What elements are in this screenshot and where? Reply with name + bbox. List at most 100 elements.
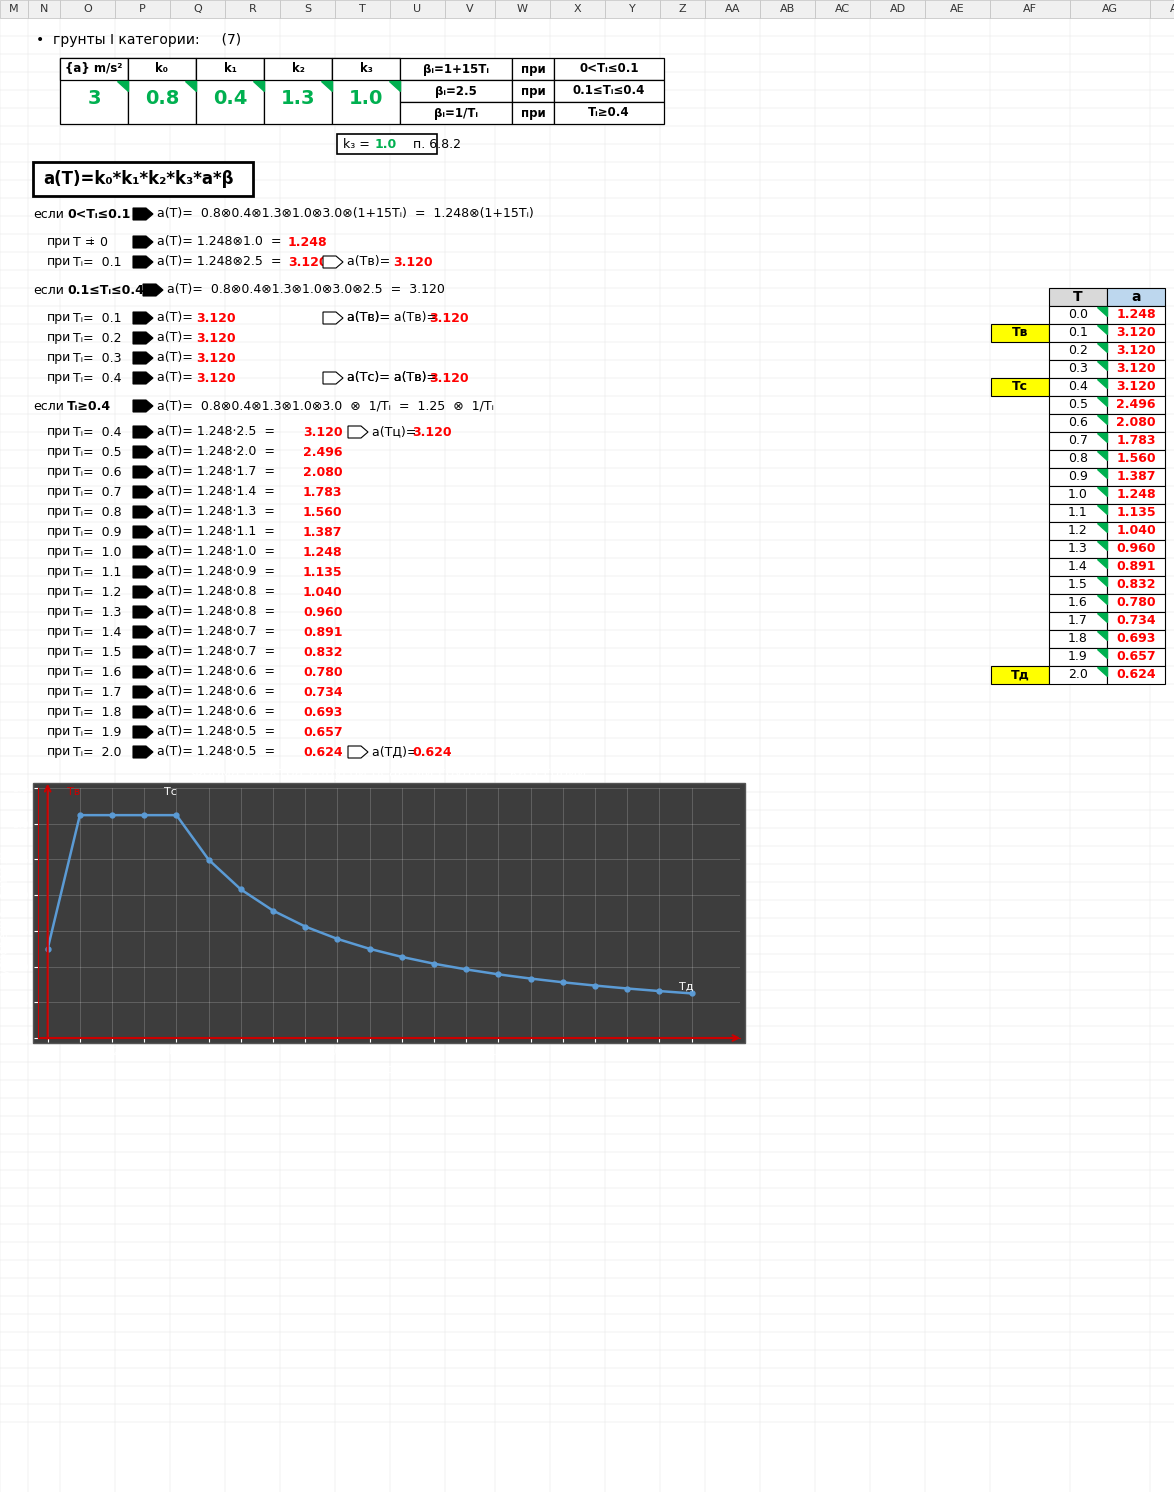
Bar <box>1050 576 1107 594</box>
Polygon shape <box>348 427 367 439</box>
Text: a(T)= 1.248⋅0.5  =: a(T)= 1.248⋅0.5 = <box>157 746 283 758</box>
Text: O: O <box>83 4 92 13</box>
Bar <box>1107 433 1165 451</box>
Polygon shape <box>1097 343 1107 352</box>
Text: U: U <box>413 4 421 13</box>
Bar <box>1107 576 1165 594</box>
Bar <box>1050 594 1107 612</box>
Polygon shape <box>1097 325 1107 334</box>
Text: если: если <box>33 207 63 221</box>
Polygon shape <box>321 81 332 91</box>
Bar <box>1050 342 1107 360</box>
Bar <box>1107 594 1165 612</box>
Polygon shape <box>133 565 153 577</box>
Text: 0.960: 0.960 <box>303 606 343 619</box>
Text: 3.120: 3.120 <box>196 312 236 324</box>
Polygon shape <box>1097 613 1107 622</box>
Text: 1.387: 1.387 <box>303 525 343 539</box>
Text: a: a <box>1132 289 1141 304</box>
Text: при: при <box>47 646 72 658</box>
Text: 1.6: 1.6 <box>1068 597 1088 610</box>
Polygon shape <box>133 706 153 718</box>
Text: βᵢ=2.5: βᵢ=2.5 <box>436 85 477 97</box>
Text: при: при <box>47 606 72 619</box>
Text: 3.120: 3.120 <box>1116 363 1156 376</box>
Bar <box>1107 540 1165 558</box>
Text: k₁: k₁ <box>223 63 236 76</box>
Bar <box>196 58 264 81</box>
Polygon shape <box>133 746 153 758</box>
Polygon shape <box>1097 307 1107 316</box>
Bar <box>605 0 660 18</box>
Text: 0.624: 0.624 <box>1116 668 1156 682</box>
Polygon shape <box>133 400 153 412</box>
Text: 0.1: 0.1 <box>1068 327 1088 340</box>
Text: a(Tс)= a(Tв)=: a(Tс)= a(Tв)= <box>348 372 441 385</box>
Text: Tс: Tс <box>1012 380 1028 394</box>
Text: Tс: Tс <box>163 788 176 797</box>
Text: AF: AF <box>1023 4 1037 13</box>
Text: Tв: Tв <box>1012 327 1028 340</box>
Text: AE: AE <box>950 4 965 13</box>
Polygon shape <box>323 312 343 324</box>
Text: 0.8: 0.8 <box>1068 452 1088 466</box>
Bar <box>1107 306 1165 324</box>
Text: Y: Y <box>629 4 636 13</box>
Text: 1.248: 1.248 <box>1116 309 1156 321</box>
Text: 0.734: 0.734 <box>303 685 343 698</box>
Bar <box>991 665 1050 683</box>
Bar <box>554 101 664 124</box>
Bar <box>264 58 332 81</box>
Polygon shape <box>133 506 153 518</box>
Polygon shape <box>1097 468 1107 477</box>
Text: k₀: k₀ <box>155 63 169 76</box>
Text: 0.734: 0.734 <box>1116 615 1156 628</box>
Bar <box>1107 451 1165 468</box>
Text: если: если <box>33 283 63 297</box>
Text: Tᵢ=  1.8: Tᵢ= 1.8 <box>73 706 121 719</box>
Bar <box>760 0 815 18</box>
Polygon shape <box>133 665 153 677</box>
Bar <box>1050 413 1107 433</box>
Text: 0.891: 0.891 <box>1116 561 1155 573</box>
Text: при: при <box>47 546 72 558</box>
Polygon shape <box>389 81 400 91</box>
Bar <box>60 58 128 81</box>
Text: 2.0: 2.0 <box>1068 668 1088 682</box>
Text: при: при <box>520 106 546 119</box>
Text: Tᵢ≥0.4: Tᵢ≥0.4 <box>588 106 629 119</box>
Text: Tᵢ=  0.8: Tᵢ= 0.8 <box>73 506 122 519</box>
Polygon shape <box>1097 415 1107 424</box>
Text: 1.387: 1.387 <box>1116 470 1155 483</box>
Text: Tᵢ=  1.0: Tᵢ= 1.0 <box>73 546 121 558</box>
Bar <box>512 81 554 101</box>
Bar <box>60 0 115 18</box>
Text: 0.832: 0.832 <box>1116 579 1155 591</box>
Bar <box>1107 468 1165 486</box>
Text: при: при <box>47 585 72 598</box>
Text: 0.624: 0.624 <box>303 746 343 758</box>
Text: 0.780: 0.780 <box>303 665 343 679</box>
Bar <box>33 163 254 195</box>
Bar <box>1050 395 1107 413</box>
Bar <box>128 58 196 124</box>
Text: 1.5: 1.5 <box>1068 579 1088 591</box>
Bar <box>400 101 512 124</box>
Text: 0.693: 0.693 <box>1116 633 1155 646</box>
Text: AC: AC <box>835 4 850 13</box>
Text: Q: Q <box>194 4 202 13</box>
Text: 3.120: 3.120 <box>288 255 328 269</box>
Polygon shape <box>1097 577 1107 586</box>
Text: 0.1≤Tᵢ≤0.4: 0.1≤Tᵢ≤0.4 <box>573 85 646 97</box>
Bar <box>128 58 196 81</box>
Text: Tᵢ=  1.7: Tᵢ= 1.7 <box>73 685 121 698</box>
Text: при: при <box>47 466 72 479</box>
Polygon shape <box>323 257 343 269</box>
Text: a(T)= 1.248⋅1.0  =: a(T)= 1.248⋅1.0 = <box>157 546 283 558</box>
Text: a(T)= 1.248⋅1.4  =: a(T)= 1.248⋅1.4 = <box>157 485 283 498</box>
Text: a(T)= 1.248⋅1.3  =: a(T)= 1.248⋅1.3 = <box>157 506 283 519</box>
Bar <box>1107 504 1165 522</box>
Text: a(T)= 1.248⋅1.7  =: a(T)= 1.248⋅1.7 = <box>157 466 283 479</box>
Text: 1.040: 1.040 <box>303 585 343 598</box>
Text: a(T)=  0.8⊗0.4⊗1.3⊗1.0⊗3.0  ⊗  1/Tᵢ  =  1.25  ⊗  1/Tᵢ: a(T)= 0.8⊗0.4⊗1.3⊗1.0⊗3.0 ⊗ 1/Tᵢ = 1.25 … <box>157 400 494 412</box>
